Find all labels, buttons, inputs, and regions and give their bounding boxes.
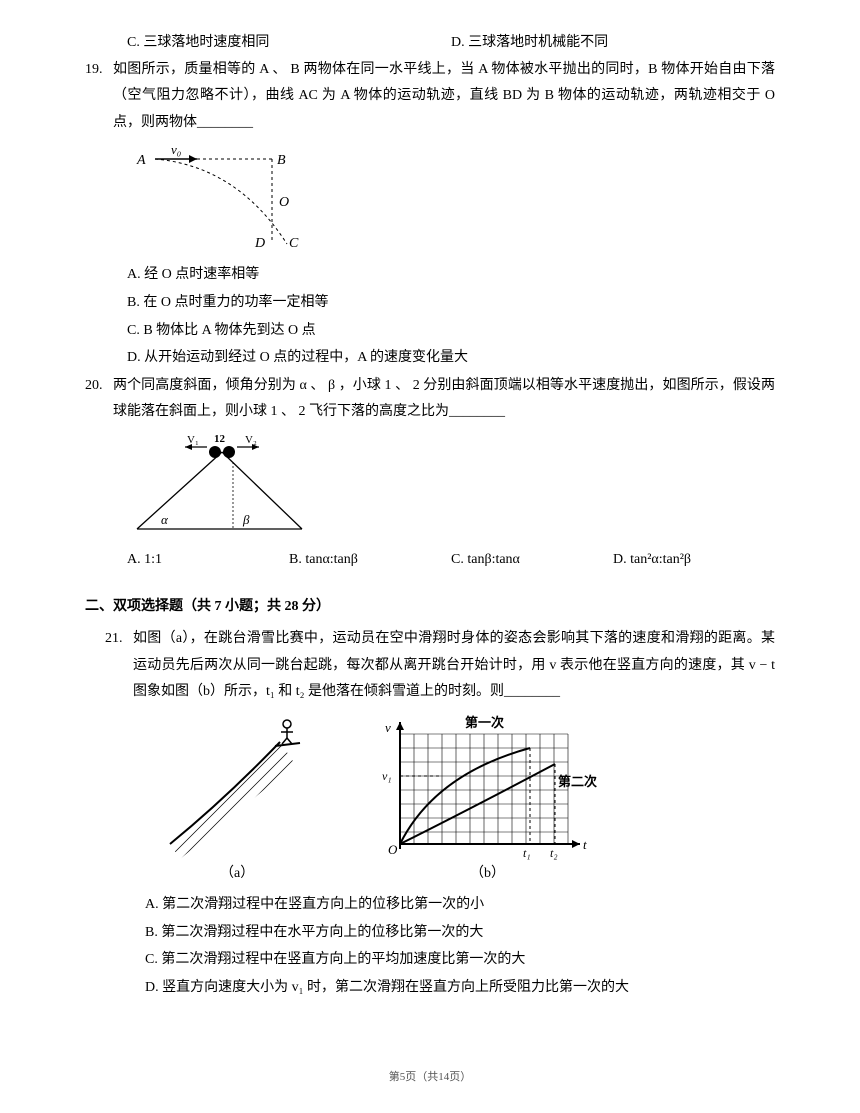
q20-figure: V₁ V₂ 12 α β (127, 434, 775, 539)
svg-text:（a）: （a） (220, 865, 254, 881)
q20-option-c: C. tanβ:tanα (451, 547, 613, 574)
svg-text:v: v (385, 720, 391, 735)
svg-text:V₁: V₁ (187, 434, 199, 446)
svg-text:第一次: 第一次 (465, 715, 504, 730)
svg-text:12: 12 (214, 434, 226, 445)
q21-text: 如图（a），在跳台滑雪比赛中，运动员在空中滑翔时身体的姿态会影响其下落的速度和滑… (133, 626, 775, 706)
q19-options: A. 经 O 点时速率相等 B. 在 O 点时重力的功率一定相等 C. B 物体… (127, 262, 775, 371)
q19-option-d: D. 从开始运动到经过 O 点的过程中，A 的速度变化量大 (127, 345, 775, 372)
svg-text:v₁: v₁ (382, 769, 392, 783)
q21-figure: （a） (145, 714, 775, 884)
q19-option-c: C. B 物体比 A 物体先到达 O 点 (127, 318, 775, 345)
q19-number: 19. (85, 57, 113, 137)
svg-text:β: β (242, 512, 250, 527)
svg-text:O: O (388, 842, 398, 857)
svg-text:C: C (289, 236, 299, 251)
svg-text:v₀: v₀ (171, 144, 181, 157)
q21: 21. 如图（a），在跳台滑雪比赛中，运动员在空中滑翔时身体的姿态会影响其下落的… (85, 626, 775, 706)
svg-text:A: A (136, 153, 146, 168)
q20-number: 20. (85, 373, 113, 426)
q21-option-d: D. 竖直方向速度大小为 v₁ 时，第二次滑翔在竖直方向上所受阻力比第一次的大 (145, 975, 775, 1002)
svg-text:（b）: （b） (470, 865, 505, 881)
svg-text:t₁: t₁ (523, 846, 531, 860)
q21-option-c: C. 第二次滑翔过程中在竖直方向上的平均加速度比第一次的大 (145, 947, 775, 974)
q18-option-d: D. 三球落地时机械能不同 (451, 30, 775, 57)
q21-option-a: A. 第二次滑翔过程中在竖直方向上的位移比第一次的小 (145, 892, 775, 919)
q20-option-a: A. 1:1 (127, 547, 289, 574)
q21-option-b: B. 第二次滑翔过程中在水平方向上的位移比第一次的大 (145, 920, 775, 947)
q19: 19. 如图所示，质量相等的 A 、 B 两物体在同一水平线上，当 A 物体被水… (85, 57, 775, 137)
svg-text:t₂: t₂ (550, 846, 558, 860)
q20-options: A. 1:1 B. tanα:tanβ C. tanβ:tanα D. tan²… (127, 547, 775, 574)
q20: 20. 两个同高度斜面，倾角分别为 α 、 β ，小球 1 、 2 分别由斜面顶… (85, 373, 775, 426)
q20-option-b: B. tanα:tanβ (289, 547, 451, 574)
q20-option-d: D. tan²α:tan²β (613, 547, 775, 574)
section-2-header: 二、双项选择题（共 7 小题；共 28 分） (85, 594, 775, 621)
svg-text:V₂: V₂ (245, 434, 257, 446)
q21-options: A. 第二次滑翔过程中在竖直方向上的位移比第一次的小 B. 第二次滑翔过程中在水… (145, 892, 775, 1001)
q21-number: 21. (105, 626, 133, 706)
svg-text:α: α (161, 512, 169, 527)
q19-option-a: A. 经 O 点时速率相等 (127, 262, 775, 289)
svg-text:第二次: 第二次 (558, 774, 597, 789)
q18-option-c: C. 三球落地时速度相同 (127, 30, 451, 57)
q19-option-b: B. 在 O 点时重力的功率一定相等 (127, 290, 775, 317)
q20-text: 两个同高度斜面，倾角分别为 α 、 β ，小球 1 、 2 分别由斜面顶端以相等… (113, 373, 775, 426)
page-footer: 第5页（共14页） (0, 1067, 860, 1088)
svg-text:O: O (279, 195, 289, 210)
q18-options-cd: C. 三球落地时速度相同 D. 三球落地时机械能不同 (127, 30, 775, 57)
q19-text: 如图所示，质量相等的 A 、 B 两物体在同一水平线上，当 A 物体被水平抛出的… (113, 57, 775, 137)
svg-text:D: D (254, 236, 265, 251)
svg-text:t: t (583, 837, 587, 852)
q19-figure: v₀ A B O C D (127, 144, 775, 254)
svg-text:B: B (277, 153, 286, 168)
